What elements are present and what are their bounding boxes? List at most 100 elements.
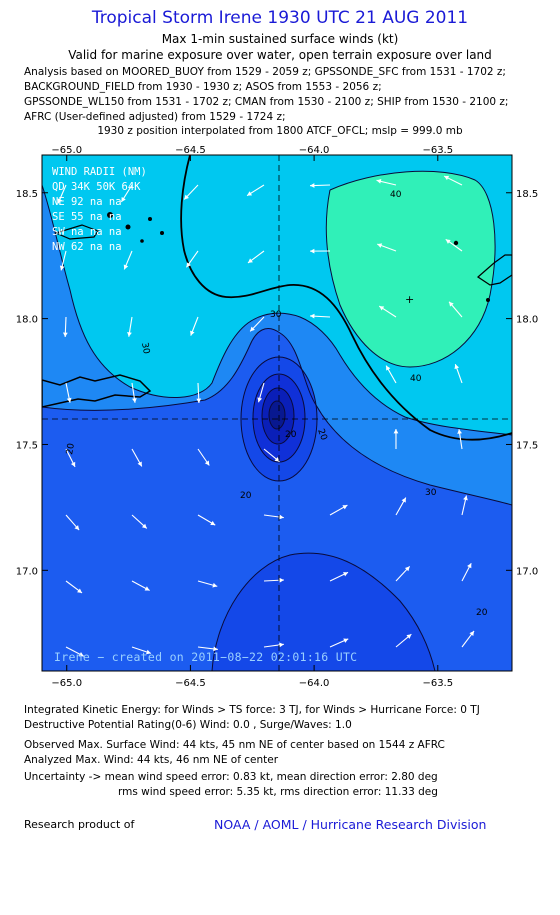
island-puerto-rico — [42, 374, 152, 408]
wind-vector-head — [343, 638, 349, 643]
analyzed-max-text: Analyzed Max. Wind: 44 kts, 46 nm NE of … — [24, 754, 279, 766]
lat-tick-label: 17.0 — [16, 566, 38, 577]
plot-frame — [41, 154, 513, 672]
island-east — [477, 254, 512, 286]
band-40-50 — [326, 171, 495, 367]
wind-vector-head — [445, 239, 451, 244]
wind-vector-head — [212, 582, 218, 588]
contour-label: 20 — [476, 608, 488, 618]
land-masses — [42, 212, 512, 408]
lon-tick-label: −64.5 — [175, 145, 206, 156]
wind-vector-head — [247, 258, 253, 263]
lon-tick-label: −63.5 — [422, 678, 453, 689]
wind-vector-head — [141, 523, 147, 529]
wind-vector-head — [66, 397, 72, 403]
wind-vector-head — [444, 175, 450, 181]
lat-tick-label: 18.5 — [16, 189, 38, 200]
contour-line — [325, 170, 496, 368]
wind-vector-head — [210, 520, 216, 526]
analysis-line: GPSSONDE_WL150 from 1531 - 1702 z; CMAN … — [24, 96, 509, 108]
contour-label: 30 — [270, 310, 282, 320]
island-dot — [125, 224, 131, 230]
wind-vector-head — [196, 398, 202, 403]
hrd-credit-link[interactable]: NOAA / AOML / Hurricane Research Divisio… — [214, 817, 487, 832]
band-10-20 — [42, 328, 512, 671]
wind-vector-head — [406, 634, 412, 639]
max-wind-marker: + — [405, 293, 414, 306]
wind-vector-head — [213, 646, 218, 652]
wind-vector-head — [137, 461, 142, 467]
wind-vector-head — [310, 183, 315, 188]
wind-field: + 40 30 40 30 20 20 20 30 20 20 WIND RAD… — [42, 155, 512, 671]
ike-text: Integrated Kinetic Energy: for Winds > T… — [24, 704, 480, 716]
wind-radii-table: WIND RADII (NM) QD 34K 50K 64K NE 92 na … — [52, 166, 147, 253]
lat-tick-label: 17.0 — [516, 566, 538, 577]
lon-tick-label: −65.0 — [51, 678, 82, 689]
island-dot — [160, 231, 164, 235]
island-dot — [486, 298, 490, 302]
contour-line — [42, 328, 512, 506]
contour-line — [261, 387, 295, 445]
creation-credit: Irene − created on 2011−08−22 02:01:16 U… — [54, 650, 357, 664]
wind-vector-head — [404, 566, 410, 572]
wind-vector-head — [184, 194, 189, 200]
wind-vector-head — [449, 301, 454, 307]
wind-vector-head — [310, 248, 315, 254]
contour-label: 30 — [139, 342, 151, 355]
wind-vector-head — [401, 497, 406, 503]
wind-radii-row: SW na na na — [52, 226, 122, 238]
wind-vector-head — [457, 429, 463, 434]
uncertainty-text-1: Uncertainty -> mean wind speed error: 0.… — [24, 771, 438, 783]
wind-vector-head — [127, 332, 132, 337]
wind-vector-head — [59, 265, 65, 271]
lat-tick-label: 17.5 — [16, 440, 38, 451]
contour-34kt — [180, 155, 512, 441]
dpr-text: Destructive Potential Rating(0-6) Wind: … — [24, 719, 352, 731]
analysis-line: Analysis based on MOORED_BUOY from 1529 … — [24, 66, 506, 78]
analysis-sources: Analysis based on MOORED_BUOY from 1529 … — [24, 65, 554, 125]
wind-vector-head — [132, 398, 137, 403]
band-deep-south — [212, 553, 435, 671]
wind-vector-head — [454, 364, 460, 370]
analysis-line: AFRC (User-defined adjusted) from 1529 -… — [24, 111, 286, 123]
contour-label: 40 — [410, 374, 422, 384]
wind-vector-head — [78, 652, 84, 657]
wind-vectors — [57, 175, 475, 657]
wind-vector-head — [393, 429, 399, 434]
contour-label: 40 — [390, 190, 402, 200]
island-dot — [453, 240, 459, 246]
wind-vector-head — [74, 525, 80, 531]
wind-vector-head — [274, 457, 280, 462]
wind-vector-head — [310, 313, 315, 319]
lon-tick-label: −65.0 — [51, 145, 82, 156]
wind-vector-head — [123, 264, 129, 270]
wind-vector-head — [57, 198, 63, 204]
wind-map: + 40 30 40 30 20 20 20 30 20 20 WIND RAD… — [16, 145, 539, 689]
lat-tick-label: 18.5 — [516, 189, 538, 200]
contour-label: 30 — [425, 488, 437, 498]
wind-vector-head — [204, 460, 210, 466]
research-product-label: Research product of — [24, 818, 135, 831]
wind-vector-head — [386, 365, 391, 371]
wind-vector-head — [377, 243, 383, 248]
contour-line — [268, 400, 286, 430]
wind-radii-row: NE 92 na na — [52, 196, 122, 208]
lat-tick-label: 17.5 — [516, 440, 538, 451]
contour-line — [252, 373, 306, 463]
analysis-line: BACKGROUND_FIELD from 1930 - 1930 z; ASO… — [24, 81, 382, 93]
wind-vector-head — [70, 461, 76, 467]
lon-tick-label: −64.0 — [299, 145, 330, 156]
wind-vector-head — [379, 306, 385, 311]
contour-label: 20 — [315, 428, 328, 442]
wind-radii-header: QD 34K 50K 64K — [52, 181, 141, 193]
subtitle: Max 1-min sustained surface winds (kt) — [161, 32, 399, 46]
validity-note: Valid for marine exposure over water, op… — [68, 48, 492, 62]
contour-labels: 40 30 40 30 20 20 20 30 20 20 — [65, 190, 488, 618]
lon-tick-label: −64.5 — [175, 678, 206, 689]
contour-label: 20 — [285, 430, 297, 440]
island-vieques — [54, 224, 99, 240]
wind-vector-head — [463, 495, 468, 501]
wind-vector-head — [186, 262, 191, 268]
wind-vector-head — [144, 586, 150, 591]
contour-line — [42, 184, 512, 436]
